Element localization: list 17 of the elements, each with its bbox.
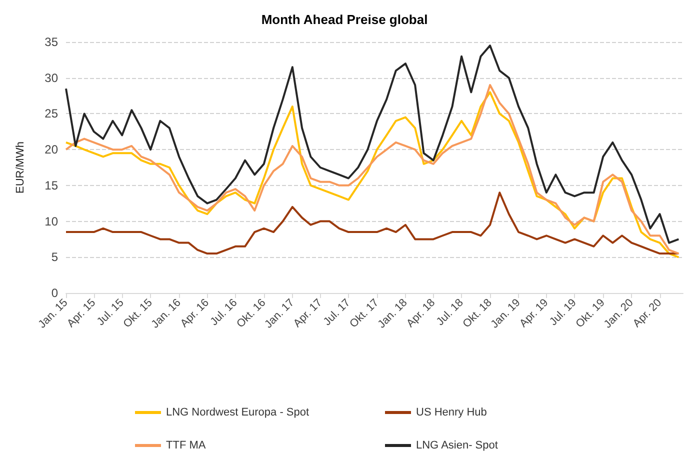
chart-title: Month Ahead Preise global bbox=[261, 12, 428, 27]
y-tick-label: 5 bbox=[51, 250, 58, 264]
legend-label: TTF MA bbox=[166, 440, 206, 452]
line-series bbox=[65, 192, 680, 255]
y-tick-label: 0 bbox=[51, 286, 58, 300]
y-tick-label: 10 bbox=[44, 214, 58, 228]
y-tick-label: 25 bbox=[44, 106, 58, 121]
line-series bbox=[65, 44, 680, 244]
x-tick-label: Apr. 17 bbox=[291, 296, 325, 330]
y-tick-label: 20 bbox=[44, 142, 58, 157]
y-axis-title: EUR/MWh bbox=[14, 142, 26, 194]
legend-label: LNG Asien- Spot bbox=[416, 440, 498, 452]
y-tick-label: 35 bbox=[44, 35, 58, 49]
y-tick-label: 30 bbox=[44, 70, 58, 85]
y-tick-label: 15 bbox=[44, 178, 58, 192]
legend-label: LNG Nordwest Europa - Spot bbox=[166, 406, 310, 418]
legend-label: US Henry Hub bbox=[416, 406, 487, 418]
